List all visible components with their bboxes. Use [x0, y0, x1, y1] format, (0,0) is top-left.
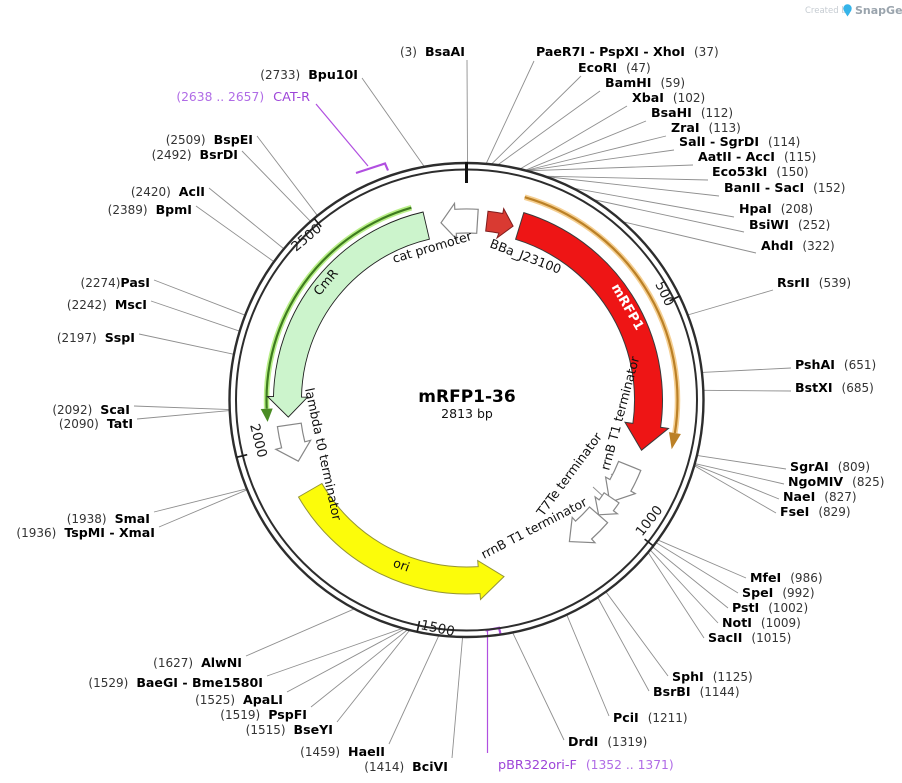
enzyme-label-bpu10i[interactable]: (2733) Bpu10I	[260, 67, 358, 82]
enzyme-label-xbai[interactable]: XbaI (102)	[632, 90, 705, 105]
enzyme-label-noti[interactable]: NotI (1009)	[722, 615, 801, 630]
enzyme-label-pspfi[interactable]: (1519) PspFI	[220, 707, 307, 722]
snapgene-logo-icon	[843, 4, 852, 17]
watermark-brand: SnapGene	[855, 4, 902, 17]
enzyme-leader-lines	[133, 59, 792, 759]
feature-mrfp1-arrow[interactable]	[514, 211, 670, 451]
enzyme-label-psti[interactable]: PstI (1002)	[732, 600, 808, 615]
ring-tick-marks	[236, 217, 680, 632]
enzyme-label-tspmi-xmai[interactable]: (1936) TspMI - XmaI	[16, 525, 155, 540]
enzyme-label-bsrdi[interactable]: (2492) BsrDI	[152, 147, 238, 162]
enzyme-label-zrai[interactable]: ZraI (113)	[671, 120, 741, 135]
enzyme-label-naei[interactable]: NaeI (827)	[783, 489, 857, 504]
enzyme-label-pcii[interactable]: PciI (1211)	[613, 710, 688, 725]
primer-label-pbr322ori-f[interactable]: pBR322ori-F (1352 .. 1371)	[498, 758, 674, 773]
plasmid-name: mRFP1-36	[418, 387, 515, 407]
enzyme-label-mfei[interactable]: MfeI (986)	[750, 570, 823, 585]
plasmid-size: 2813 bp	[441, 406, 493, 421]
enzyme-label-bsaai[interactable]: (3) BsaAI	[400, 44, 465, 59]
watermark-created-by: Created by	[805, 6, 852, 16]
enzyme-label-banii-saci[interactable]: BanII - SacI (152)	[724, 180, 845, 195]
enzyme-label-baegi-bme1580i[interactable]: (1529) BaeGI - Bme1580I	[88, 675, 263, 690]
enzyme-label-paer7i-pspxi-xhoi[interactable]: PaeR7I - PspXI - XhoI (37)	[536, 44, 719, 59]
enzyme-label-tati[interactable]: (2090) TatI	[59, 416, 133, 431]
feature-bba-j23100-arrow[interactable]	[485, 207, 514, 240]
feature-lambda-t0-terminator-arrow[interactable]	[274, 422, 312, 462]
enzyme-label-sphi[interactable]: SphI (1125)	[672, 669, 753, 684]
primer-site-cat-r[interactable]	[355, 162, 390, 175]
enzyme-label-bstxi[interactable]: BstXI (685)	[795, 380, 874, 395]
enzyme-label-bsahi[interactable]: BsaHI (112)	[651, 105, 733, 120]
enzyme-label-bamhi[interactable]: BamHI (59)	[605, 75, 685, 90]
orf-arc-orange-arrowhead	[669, 432, 681, 450]
enzyme-label-sacii[interactable]: SacII (1015)	[708, 630, 791, 645]
enzyme-label-smai[interactable]: (1938) SmaI	[67, 511, 150, 526]
enzyme-label-eco53ki[interactable]: Eco53kI (150)	[712, 164, 809, 179]
enzyme-label-bsrbi[interactable]: BsrBI (1144)	[653, 684, 740, 699]
enzyme-label-sali-sgrdi[interactable]: SalI - SgrDI (114)	[679, 134, 800, 149]
feature-rrnb-t1-terminator-arrow-1[interactable]	[604, 460, 642, 503]
enzyme-label-drdi[interactable]: DrdI (1319)	[568, 734, 647, 749]
feature-cmr-arrow[interactable]	[266, 211, 430, 418]
tick-label-2000: 2000	[246, 422, 270, 459]
enzyme-label-aatii-acci[interactable]: AatII - AccI (115)	[698, 149, 816, 164]
primer-label-cat-r[interactable]: (2638 .. 2657) CAT-R	[176, 90, 310, 105]
enzyme-label-apali[interactable]: (1525) ApaLI	[195, 692, 283, 707]
enzyme-label-haeii[interactable]: (1459) HaeII	[300, 744, 385, 759]
enzyme-label-pshai[interactable]: PshAI (651)	[795, 357, 876, 372]
enzyme-label-sspi[interactable]: (2197) SspI	[57, 330, 135, 345]
feature-label-ori[interactable]: ori	[391, 555, 412, 575]
enzyme-label-bseyi[interactable]: (1515) BseYI	[246, 722, 333, 737]
enzyme-label-bsiwi[interactable]: BsiWI (252)	[749, 217, 830, 232]
enzyme-label-rsrii[interactable]: RsrII (539)	[777, 275, 851, 290]
enzyme-label-ngomiv[interactable]: NgoMIV (825)	[788, 474, 884, 489]
tick-label-1500: 1500	[419, 617, 456, 640]
feature-ori-arrow[interactable]	[297, 482, 505, 601]
enzyme-label-pasi[interactable]: (2274)PasI	[81, 275, 150, 290]
feature-rrnb-t1-terminator-arrow-2[interactable]	[568, 506, 609, 544]
enzyme-label-acli[interactable]: (2420) AclI	[131, 184, 205, 199]
enzyme-label-bspei[interactable]: (2509) BspEI	[166, 132, 253, 147]
orf-arc-orange-core	[524, 196, 679, 434]
enzyme-label-ahdi[interactable]: AhdI (322)	[761, 238, 835, 253]
enzyme-label-scai[interactable]: (2092) ScaI	[52, 402, 130, 417]
enzyme-label-hpai[interactable]: HpaI (208)	[739, 201, 813, 216]
enzyme-label-bpmi[interactable]: (2389) BpmI	[108, 202, 192, 217]
enzyme-label-bcivi[interactable]: (1414) BciVI	[364, 759, 448, 774]
feature-t7te-terminator-arrow[interactable]	[594, 491, 620, 516]
primer-marker-cat-r[interactable]	[315, 103, 369, 167]
enzyme-label-sgrai[interactable]: SgrAI (809)	[790, 459, 870, 474]
enzyme-label-ecori[interactable]: EcoRI (47)	[578, 60, 651, 75]
enzyme-label-msci[interactable]: (2242) MscI	[67, 297, 147, 312]
feature-cat-promoter-arrow[interactable]	[440, 201, 479, 241]
enzyme-label-fsei[interactable]: FseI (829)	[780, 504, 851, 519]
orf-arc-green-core	[265, 206, 412, 409]
orf-arc-green-arrowhead	[260, 408, 273, 422]
enzyme-label-spei[interactable]: SpeI (992)	[742, 585, 815, 600]
enzyme-label-alwni[interactable]: (1627) AlwNI	[153, 655, 242, 670]
